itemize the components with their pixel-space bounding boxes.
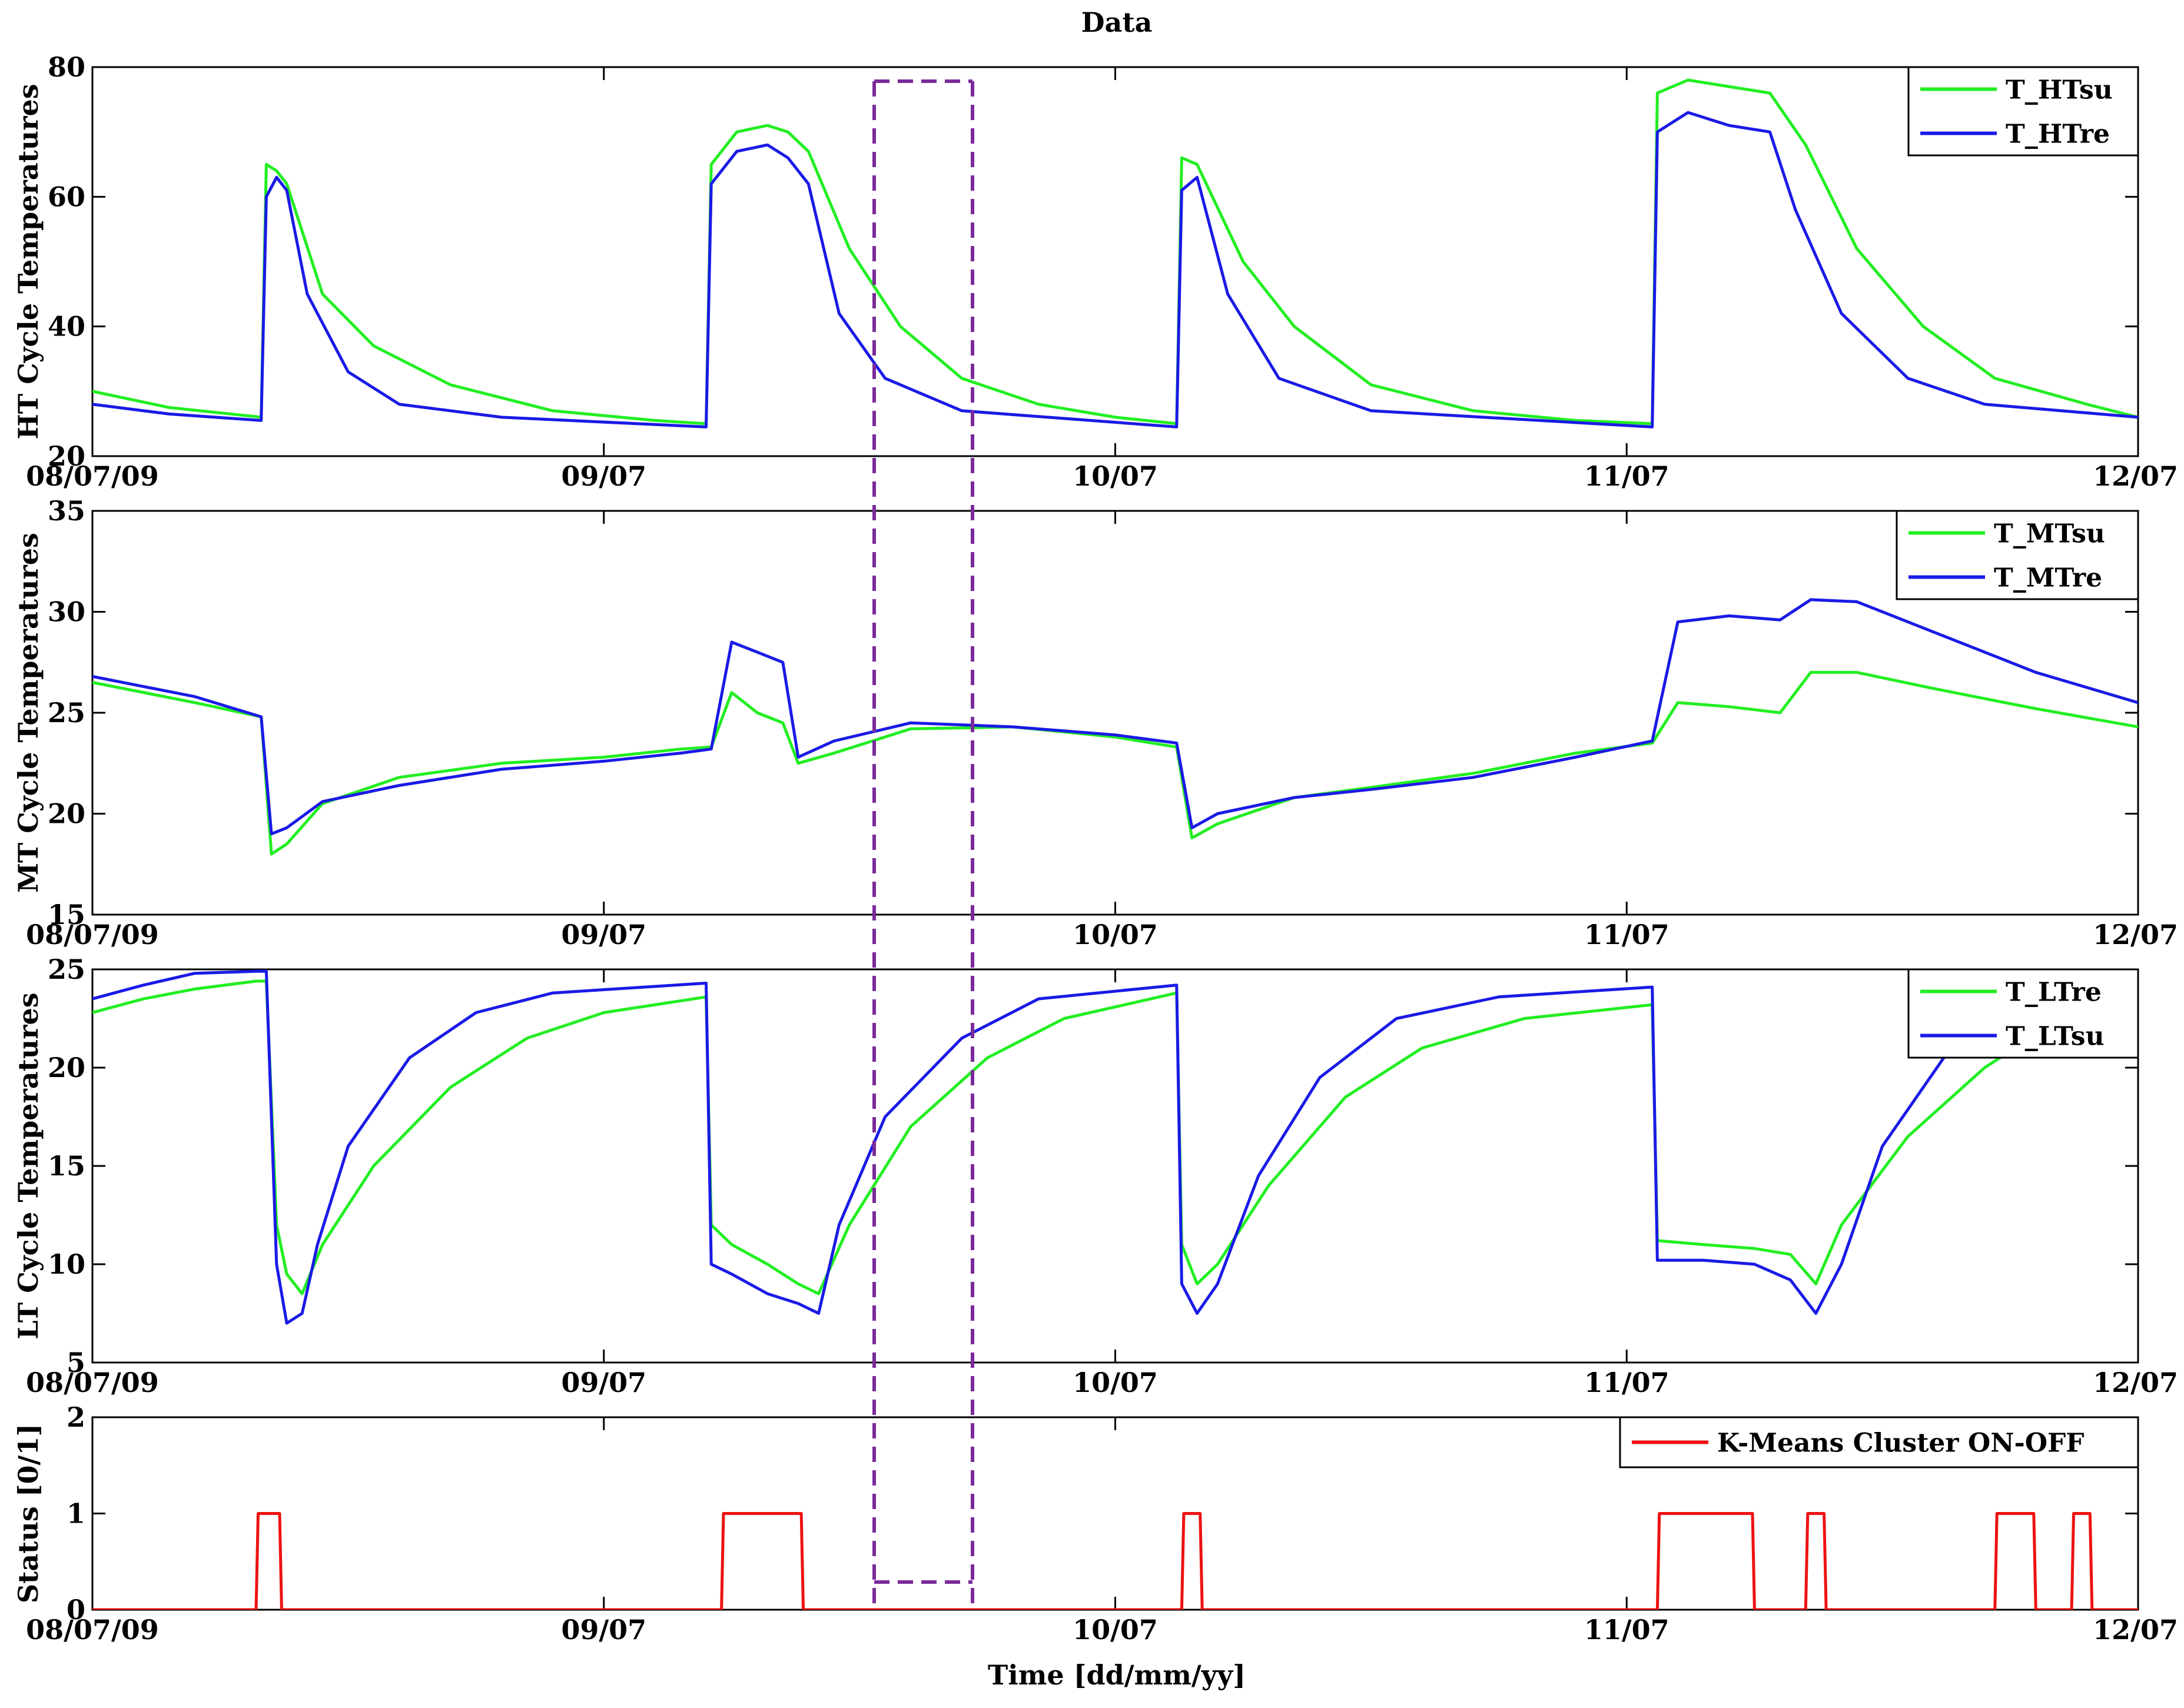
x-tick-label: 11/07 [1584, 919, 1669, 951]
y-tick-label: 20 [48, 1052, 85, 1084]
x-tick-label: 08/07/09 [26, 460, 159, 492]
series-line-T_LTre [92, 979, 2138, 1295]
x-tick-label: 09/07 [561, 460, 646, 492]
legend-label: T_HTsu [2006, 75, 2113, 105]
y-tick-label: 25 [48, 953, 85, 985]
x-tick-label: 11/07 [1584, 1367, 1669, 1398]
x-tick-label: 10/07 [1073, 1614, 1158, 1646]
y-tick-label: 2 [67, 1401, 85, 1433]
y-tick-label: 40 [48, 311, 85, 343]
legend-box [1907, 66, 2139, 157]
series-line-T_LTsu [92, 969, 2138, 1325]
y-tick-label: 20 [48, 440, 85, 472]
x-tick-label: 12/07 [2093, 460, 2178, 492]
plot-area [92, 1512, 2138, 1610]
y-tick-label: 30 [48, 596, 85, 628]
x-tick-label: 09/07 [561, 1367, 646, 1398]
y-tick-label: 80 [48, 51, 85, 83]
legend-label: T_MTre [1994, 563, 2102, 593]
x-tick-label: 09/07 [561, 1614, 646, 1646]
legend-box [1896, 510, 2139, 600]
y-tick-label: 25 [48, 697, 85, 729]
legend: K-Means Cluster ON-OFF [1619, 1416, 2139, 1468]
legend-label: T_MTsu [1994, 519, 2105, 549]
y-axis-label: Status [0/1] [12, 1424, 44, 1603]
x-tick-label: 11/07 [1584, 1614, 1669, 1646]
series-line-T_HTre [92, 111, 2138, 428]
x-tick-label: 12/07 [2093, 919, 2178, 951]
x-axis-label: Time [dd/mm/yy] [988, 1659, 1246, 1691]
series-line-K-Means Cluster ON-OFF [92, 1512, 2138, 1610]
y-tick-label: 0 [67, 1594, 85, 1626]
x-tick-label: 10/07 [1073, 1367, 1158, 1398]
highlight-box [872, 79, 974, 1610]
y-tick-label: 10 [48, 1248, 85, 1280]
legend: T_MTsu T_MTre [1896, 510, 2139, 600]
plot-area [92, 969, 2138, 1325]
x-tick-label: 09/07 [561, 919, 646, 951]
y-tick-label: 1 [67, 1498, 85, 1530]
x-tick-label: 12/07 [2093, 1367, 2178, 1398]
series-line-T_HTsu [92, 78, 2138, 426]
x-tick-label: 08/07/09 [26, 1367, 159, 1398]
x-tick-label: 12/07 [2093, 1614, 2178, 1646]
x-tick-label: 10/07 [1073, 919, 1158, 951]
x-tick-label: 10/07 [1073, 460, 1158, 492]
series-line-T_MTre [92, 598, 2138, 836]
y-tick-label: 15 [48, 1150, 85, 1182]
legend-label: K-Means Cluster ON-OFF [1717, 1428, 2085, 1458]
y-tick-label: 60 [48, 181, 85, 212]
panel-1: 20 40 60 80 08/07/09 09/07 10/07 11/07 12/07 HT C… [12, 51, 2178, 492]
y-axis-label: HT Cycle Temperatures [12, 84, 44, 439]
y-tick-label: 35 [48, 495, 85, 527]
legend: T_LTre T_LTsu [1907, 968, 2139, 1059]
panel-3: 5 10 15 20 25 08/07/09 09/07 10/07 11/07 12/07 LT … [12, 953, 2178, 1398]
y-tick-label: 20 [48, 798, 85, 830]
figure-title: Data [1081, 6, 1153, 38]
plot-area [92, 78, 2138, 428]
plot-area [92, 598, 2138, 856]
y-tick-label: 5 [67, 1347, 85, 1378]
x-tick-label: 08/07/09 [26, 1614, 159, 1646]
legend-label: T_HTre [2006, 119, 2110, 149]
panel-2: 15 20 25 30 35 08/07/09 09/07 10/07 11/07 12/07 MT… [12, 495, 2178, 951]
legend-label: T_LTre [2006, 978, 2102, 1008]
x-tick-label: 08/07/09 [26, 919, 159, 951]
legend-label: T_LTsu [2006, 1022, 2105, 1052]
y-axis-label: MT Cycle Temperatures [12, 533, 44, 893]
y-tick-label: 15 [48, 899, 85, 931]
x-tick-label: 11/07 [1584, 460, 1669, 492]
legend: T_HTsu T_HTre [1907, 66, 2139, 157]
panel-4: 0 1 2 08/07/09 09/07 10/07 11/07 12/07 Status [0… [12, 1401, 2178, 1646]
y-axis-label: LT Cycle Temperatures [12, 992, 44, 1339]
legend-box [1907, 968, 2139, 1059]
